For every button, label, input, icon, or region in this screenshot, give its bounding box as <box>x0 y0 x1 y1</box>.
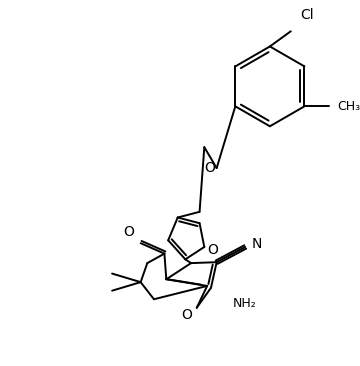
Text: O: O <box>204 161 215 175</box>
Text: O: O <box>123 225 134 239</box>
Text: O: O <box>181 309 192 322</box>
Text: O: O <box>207 243 218 257</box>
Text: Cl: Cl <box>300 8 314 22</box>
Text: N: N <box>252 237 262 251</box>
Text: CH₃: CH₃ <box>337 100 360 113</box>
Text: NH₂: NH₂ <box>233 298 257 310</box>
